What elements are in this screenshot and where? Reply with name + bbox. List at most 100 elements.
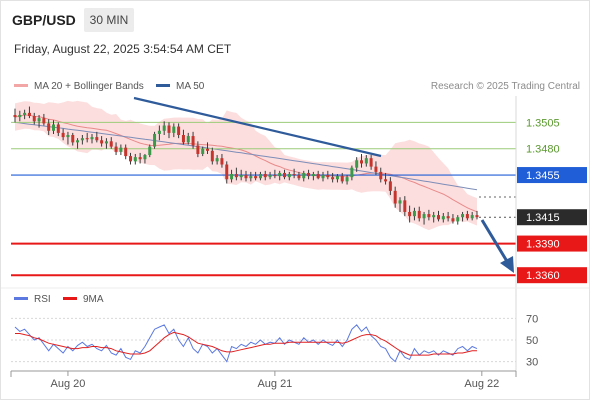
projection-arrow-head bbox=[500, 256, 514, 273]
candle-body bbox=[249, 176, 253, 179]
candle-body bbox=[100, 140, 104, 144]
candle-body bbox=[278, 172, 282, 177]
candle-body bbox=[85, 138, 89, 140]
candle-body bbox=[456, 217, 460, 222]
candle-body bbox=[408, 211, 412, 217]
candle-body bbox=[360, 160, 363, 164]
candle-body bbox=[446, 216, 450, 219]
candle-body bbox=[331, 177, 335, 180]
legend-bollinger: MA 20 + Bollinger Bands bbox=[14, 81, 144, 92]
legend-9ma: 9MA bbox=[63, 294, 104, 305]
candle-body bbox=[350, 167, 354, 178]
candle-body bbox=[345, 177, 349, 182]
last-price-box bbox=[517, 209, 587, 226]
candle-body bbox=[23, 112, 27, 115]
candle-body bbox=[321, 175, 325, 179]
candle-body bbox=[143, 155, 147, 160]
candle-body bbox=[393, 190, 397, 204]
candle-body bbox=[273, 175, 277, 177]
candle-body bbox=[37, 118, 41, 122]
candle-body bbox=[355, 160, 359, 168]
candle-body bbox=[225, 164, 229, 180]
pivot-price-box bbox=[517, 167, 587, 184]
candle-body bbox=[326, 175, 330, 178]
candle-body bbox=[388, 181, 392, 191]
candle-body bbox=[268, 175, 272, 178]
pivot-label: 1.3455 bbox=[526, 170, 560, 182]
candle-body bbox=[162, 125, 166, 131]
pair-title: GBP/USD bbox=[12, 12, 76, 28]
last-price-label: 1.3415 bbox=[526, 212, 560, 224]
candle-body bbox=[42, 118, 46, 124]
candle-body bbox=[95, 137, 99, 141]
candle-body bbox=[292, 174, 296, 176]
candle-body bbox=[32, 116, 36, 122]
x-tick-label: Aug 20 bbox=[51, 378, 86, 390]
research-credit: Research © 2025 Trading Central bbox=[430, 81, 580, 92]
projection-arrow-shaft bbox=[480, 219, 510, 264]
candle-body bbox=[119, 147, 123, 152]
legend-ma50: MA 50 bbox=[156, 81, 204, 92]
candle-body bbox=[27, 112, 31, 117]
ma50-line bbox=[14, 121, 478, 191]
candle-body bbox=[157, 130, 161, 134]
timeframe-badge[interactable]: 30 MIN bbox=[84, 8, 134, 32]
candle-body bbox=[104, 141, 108, 144]
legend-swatch-9ma bbox=[63, 296, 77, 300]
rsi-tick-label: 50 bbox=[526, 335, 538, 347]
candle-body bbox=[307, 172, 311, 177]
candle-body bbox=[52, 124, 55, 131]
candle-body bbox=[417, 210, 421, 219]
candle-body bbox=[287, 174, 291, 178]
legend-rsi: RSI bbox=[14, 294, 51, 305]
x-tick-label: Aug 22 bbox=[464, 378, 499, 390]
candle-body bbox=[461, 214, 465, 218]
candle-body bbox=[133, 157, 137, 162]
candle-body bbox=[80, 138, 84, 141]
legend-label-rsi: RSI bbox=[34, 294, 51, 305]
candle-body bbox=[398, 200, 402, 204]
candle-body bbox=[148, 146, 152, 156]
resistance-label: 1.3480 bbox=[526, 144, 560, 156]
candle-body bbox=[66, 135, 70, 138]
candle-body bbox=[465, 214, 469, 219]
support-label: 1.3360 bbox=[526, 270, 560, 282]
candle-body bbox=[114, 146, 118, 152]
candle-body bbox=[13, 114, 17, 118]
candle-body bbox=[56, 124, 60, 133]
legend-swatch-bollinger bbox=[14, 83, 28, 87]
candle-body bbox=[206, 148, 209, 151]
candle-body bbox=[71, 135, 75, 143]
candle-body bbox=[374, 166, 378, 172]
candle-body bbox=[335, 176, 339, 180]
candle-body bbox=[422, 214, 426, 219]
legend-swatch-ma50 bbox=[156, 83, 170, 87]
legend-label-ma50: MA 50 bbox=[176, 81, 205, 92]
candle-body bbox=[258, 174, 262, 179]
candle-body bbox=[196, 145, 200, 154]
candle-body bbox=[297, 175, 301, 179]
rsi-ma-line bbox=[15, 331, 477, 356]
legend-label-9ma: 9MA bbox=[83, 294, 104, 305]
support-label: 1.3390 bbox=[526, 239, 560, 251]
candle-body bbox=[210, 150, 214, 162]
support-price-box bbox=[517, 267, 587, 284]
legend-label-bollinger: MA 20 + Bollinger Bands bbox=[34, 81, 144, 92]
candle-body bbox=[263, 174, 267, 178]
candle-body bbox=[220, 158, 224, 165]
candle-body bbox=[124, 147, 128, 157]
candle-body bbox=[47, 123, 51, 131]
candle-body bbox=[186, 136, 190, 143]
candle-body bbox=[76, 140, 80, 143]
candle-body bbox=[109, 141, 113, 147]
candle-body bbox=[177, 126, 181, 135]
resistance-label: 1.3505 bbox=[526, 117, 560, 129]
candle-body bbox=[475, 215, 479, 218]
candle-body bbox=[427, 214, 431, 218]
candle-body bbox=[181, 135, 185, 143]
candle-body bbox=[153, 133, 157, 147]
candle-body bbox=[244, 175, 248, 179]
candle-body bbox=[61, 132, 65, 138]
candle-body bbox=[234, 174, 238, 178]
candle-body bbox=[451, 218, 455, 222]
